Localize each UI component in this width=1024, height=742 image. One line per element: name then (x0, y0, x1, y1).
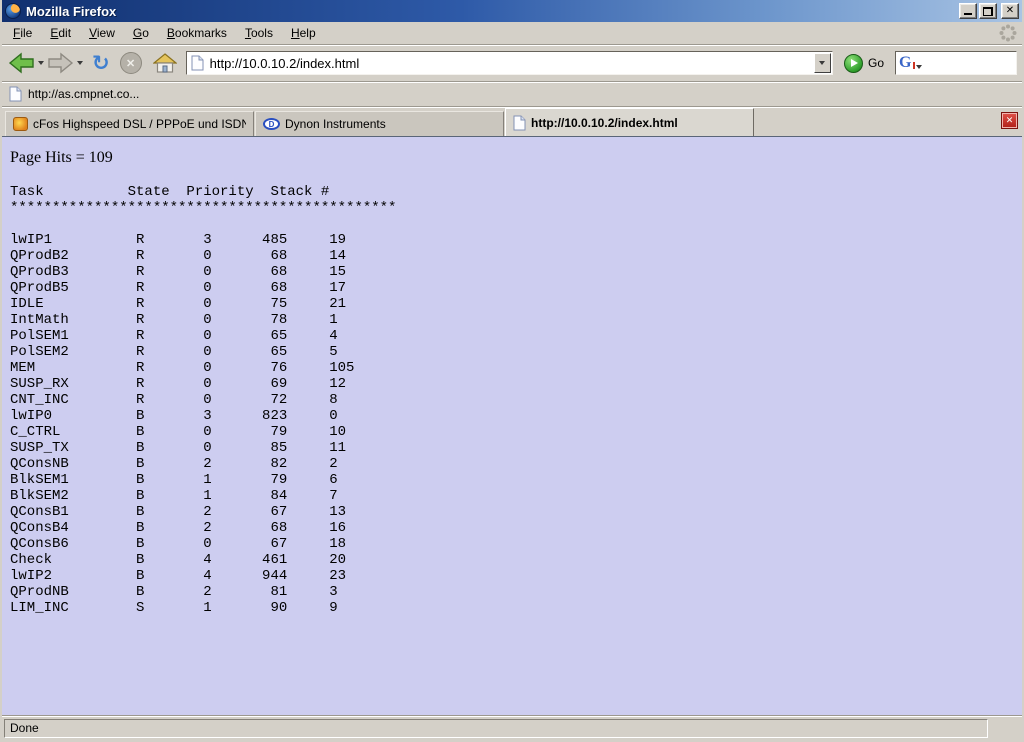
bookmark-item[interactable]: http://as.cmpnet.co... (28, 87, 140, 101)
page-icon (9, 86, 22, 102)
menu-bookmarks[interactable]: Bookmarks (166, 26, 227, 40)
reload-icon: ↻ (92, 51, 110, 75)
chevron-down-icon (77, 61, 83, 65)
chevron-down-icon (819, 61, 826, 65)
window-title: Mozilla Firefox (26, 3, 117, 19)
close-icon: ✕ (1005, 5, 1015, 16)
back-dropdown[interactable] (36, 50, 46, 76)
search-bar: G (895, 51, 1024, 75)
tab-label: Dynon Instruments (285, 117, 386, 131)
chevron-down-icon (38, 61, 44, 65)
minimize-button[interactable] (959, 3, 977, 19)
menu-tools[interactable]: Tools (244, 26, 273, 40)
restore-button[interactable] (979, 3, 997, 19)
tab-label: http://10.0.10.2/index.html (531, 115, 678, 130)
page-icon (191, 55, 204, 71)
back-icon (8, 52, 34, 74)
stop-button[interactable]: ✕ (119, 51, 143, 75)
task-table: Task State Priority Stack # ************… (10, 184, 397, 616)
search-input[interactable] (922, 56, 1024, 70)
page-hits-text: Page Hits = 109 (10, 149, 113, 166)
stop-icon: ✕ (119, 52, 142, 74)
tab-index-html[interactable]: http://10.0.10.2/index.html (505, 108, 754, 136)
cfos-icon (13, 117, 28, 131)
close-icon: ✕ (1005, 115, 1014, 126)
search-engine-dropdown[interactable] (916, 65, 923, 69)
tab-bar: cFos Highspeed DSL / PPPoE und ISDN CAP.… (2, 106, 1022, 136)
go-label: Go (867, 56, 884, 70)
bookmarks-toolbar: http://as.cmpnet.co... (2, 81, 1022, 106)
url-bar (185, 51, 833, 75)
google-icon[interactable]: G (899, 54, 916, 72)
minimize-icon (964, 13, 972, 15)
back-button[interactable] (7, 51, 36, 75)
navigation-toolbar: ↻ ✕ Go G (2, 44, 1024, 81)
title-bar: Mozilla Firefox ✕ (2, 0, 1022, 22)
dynon-icon: D (263, 118, 280, 130)
go-icon (843, 53, 863, 73)
close-button[interactable]: ✕ (1001, 3, 1019, 19)
home-icon (152, 53, 177, 73)
menu-view[interactable]: View (89, 26, 115, 40)
url-input[interactable] (203, 55, 814, 71)
throbber-icon (999, 24, 1017, 42)
forward-icon (48, 52, 74, 74)
restore-icon (983, 7, 993, 16)
menu-go[interactable]: Go (132, 26, 149, 40)
page-icon (513, 115, 526, 130)
firefox-icon (5, 3, 21, 19)
menu-edit[interactable]: Edit (50, 26, 72, 40)
tab-dynon[interactable]: D Dynon Instruments (255, 111, 504, 136)
url-history-dropdown[interactable] (813, 53, 831, 73)
menu-file[interactable]: File (13, 26, 33, 40)
menu-bar: File Edit View Go Bookmarks Tools Help (2, 22, 1022, 44)
status-text: Done (4, 718, 988, 738)
menu-help[interactable]: Help (290, 26, 316, 40)
status-bar: Done (2, 715, 1022, 740)
go-button[interactable]: Go (839, 53, 889, 73)
close-tab-button[interactable]: ✕ (1001, 112, 1018, 129)
home-button[interactable] (152, 52, 178, 74)
forward-dropdown[interactable] (75, 50, 85, 76)
reload-button[interactable]: ↻ (91, 49, 111, 77)
tab-label: cFos Highspeed DSL / PPPoE und ISDN CAP.… (33, 117, 246, 131)
forward-button[interactable] (46, 51, 75, 75)
tab-cfos[interactable]: cFos Highspeed DSL / PPPoE und ISDN CAP.… (5, 111, 254, 136)
page-content: Page Hits = 109 Task State Priority Stac… (2, 136, 1022, 715)
